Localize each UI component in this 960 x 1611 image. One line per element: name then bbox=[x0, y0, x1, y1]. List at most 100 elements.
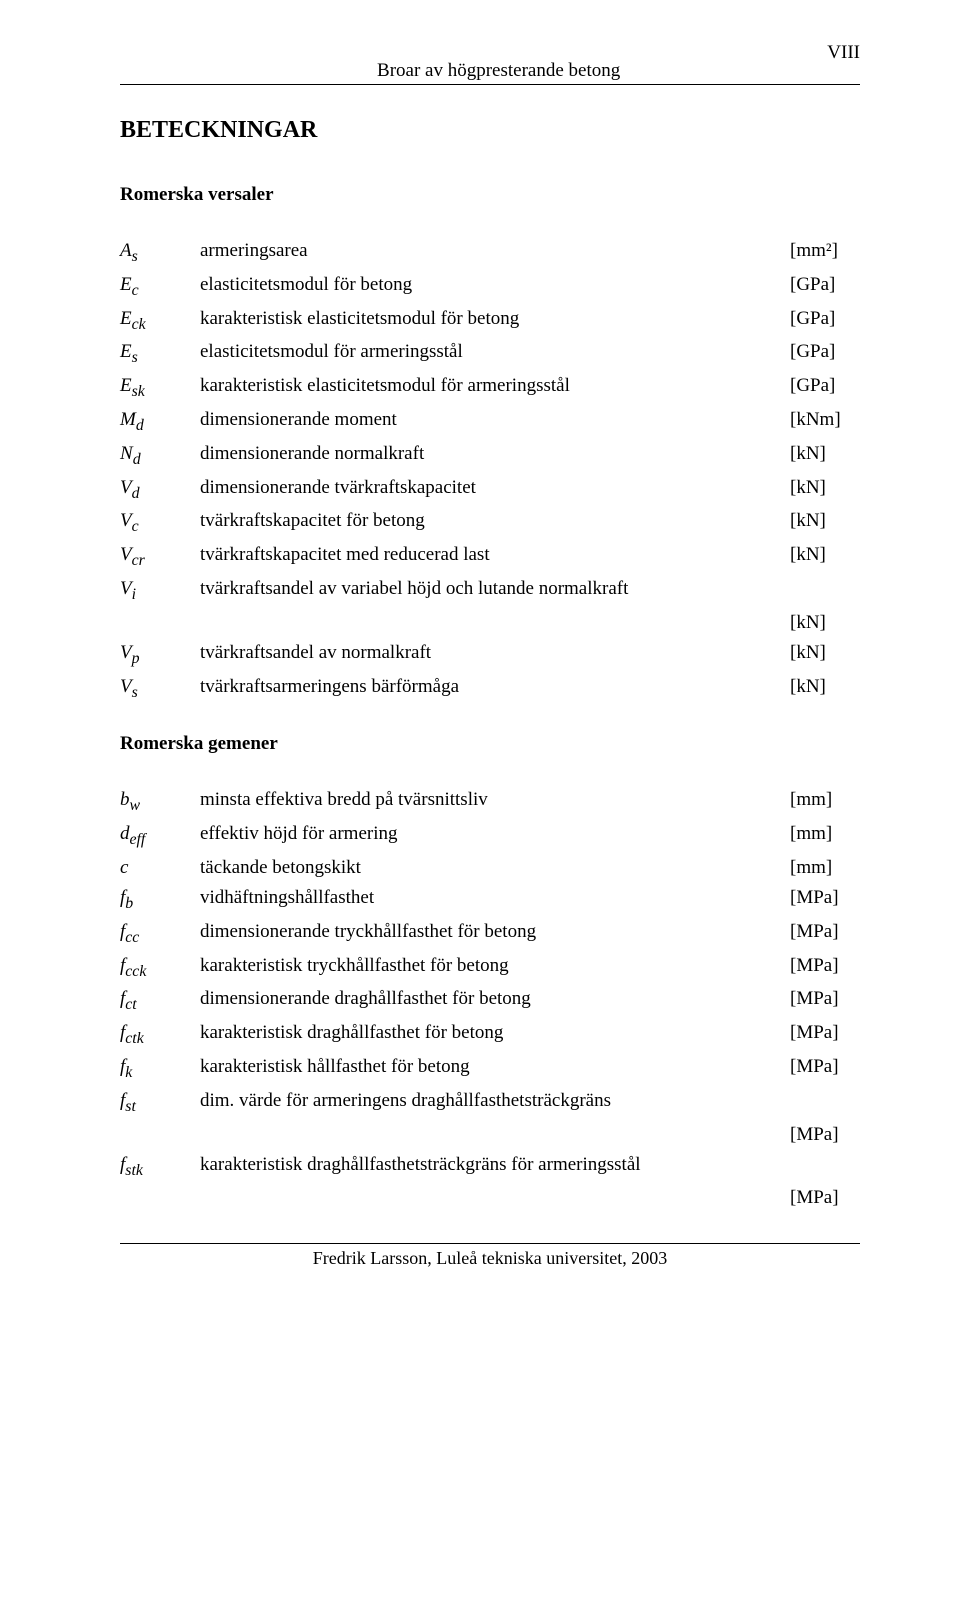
table-row: fctdimensionerande draghållfasthet för b… bbox=[120, 984, 860, 1018]
description-cell bbox=[200, 1183, 790, 1213]
table-row: Eskkarakteristisk elasticitetsmodul för … bbox=[120, 371, 860, 405]
description-cell: tvärkraftsandel av normalkraft bbox=[200, 638, 790, 672]
footer-text: Fredrik Larsson, Luleå tekniska universi… bbox=[120, 1243, 860, 1269]
table-row: Vstvärkraftsarmeringens bärförmåga[kN] bbox=[120, 672, 860, 706]
symbol-cell: fb bbox=[120, 883, 200, 917]
description-cell: tvärkraftsandel av variabel höjd och lut… bbox=[200, 574, 790, 608]
unit-cell: [kN] bbox=[790, 608, 860, 638]
unit-cell: [kN] bbox=[790, 473, 860, 507]
symbol-cell: bw bbox=[120, 785, 200, 819]
symbol-cell: fct bbox=[120, 984, 200, 1018]
description-cell: karakteristisk tryckhållfasthet för beto… bbox=[200, 951, 790, 985]
description-cell: dimensionerande draghållfasthet för beto… bbox=[200, 984, 790, 1018]
page-number: VIII bbox=[827, 42, 860, 64]
description-cell: elasticitetsmodul för armeringsstål bbox=[200, 337, 790, 371]
main-heading: BETECKNINGAR bbox=[120, 117, 860, 144]
symbol-cell: fstk bbox=[120, 1150, 200, 1184]
symbol-cell: fst bbox=[120, 1086, 200, 1120]
table-row: Eckkarakteristisk elasticitetsmodul för … bbox=[120, 304, 860, 338]
description-cell: tvärkraftskapacitet för betong bbox=[200, 506, 790, 540]
table-row: bwminsta effektiva bredd på tvärsnittsli… bbox=[120, 785, 860, 819]
symbol-cell: Esk bbox=[120, 371, 200, 405]
symbol-cell bbox=[120, 1120, 200, 1150]
description-cell: dimensionerande normalkraft bbox=[200, 439, 790, 473]
unit-cell bbox=[790, 1086, 860, 1120]
table-row: [kN] bbox=[120, 608, 860, 638]
description-cell: karakteristisk draghållfasthetsträckgrän… bbox=[200, 1150, 790, 1184]
unit-cell: [kN] bbox=[790, 439, 860, 473]
unit-cell: [GPa] bbox=[790, 270, 860, 304]
unit-cell bbox=[790, 574, 860, 608]
table-row: Nddimensionerande normalkraft[kN] bbox=[120, 439, 860, 473]
description-cell: minsta effektiva bredd på tvärsnittsliv bbox=[200, 785, 790, 819]
table-row: [MPa] bbox=[120, 1183, 860, 1213]
symbol-cell: As bbox=[120, 236, 200, 270]
symbol-cell: Es bbox=[120, 337, 200, 371]
unit-cell: [MPa] bbox=[790, 1018, 860, 1052]
unit-cell: [kN] bbox=[790, 672, 860, 706]
description-cell bbox=[200, 608, 790, 638]
page: Broar av högpresterande betong VIII BETE… bbox=[0, 0, 960, 1309]
symbol-cell: Vs bbox=[120, 672, 200, 706]
unit-cell: [mm] bbox=[790, 785, 860, 819]
table-row: [MPa] bbox=[120, 1120, 860, 1150]
table-row: fccdimensionerande tryckhållfasthet för … bbox=[120, 917, 860, 951]
unit-cell: [MPa] bbox=[790, 951, 860, 985]
symbol-cell bbox=[120, 1183, 200, 1213]
description-cell: dimensionerande moment bbox=[200, 405, 790, 439]
table-row: ctäckande betongskikt[mm] bbox=[120, 853, 860, 883]
unit-cell: [MPa] bbox=[790, 917, 860, 951]
section2-heading: Romerska gemener bbox=[120, 733, 860, 755]
symbol-cell: Md bbox=[120, 405, 200, 439]
symbol-cell: Vd bbox=[120, 473, 200, 507]
symbol-cell: fk bbox=[120, 1052, 200, 1086]
unit-cell: [kN] bbox=[790, 506, 860, 540]
symbol-cell: Eck bbox=[120, 304, 200, 338]
symbol-cell: Vp bbox=[120, 638, 200, 672]
symbol-cell: deff bbox=[120, 819, 200, 853]
section1-heading: Romerska versaler bbox=[120, 184, 860, 206]
description-cell: tvärkraftsarmeringens bärförmåga bbox=[200, 672, 790, 706]
table-row: Vcrtvärkraftskapacitet med reducerad las… bbox=[120, 540, 860, 574]
table-row: fstkkarakteristisk draghållfasthetsträck… bbox=[120, 1150, 860, 1184]
unit-cell: [MPa] bbox=[790, 1052, 860, 1086]
unit-cell: [kNm] bbox=[790, 405, 860, 439]
unit-cell: [GPa] bbox=[790, 304, 860, 338]
table-row: Vctvärkraftskapacitet för betong[kN] bbox=[120, 506, 860, 540]
symbol-cell: Vc bbox=[120, 506, 200, 540]
description-cell: karakteristisk elasticitetsmodul för arm… bbox=[200, 371, 790, 405]
unit-cell: [GPa] bbox=[790, 371, 860, 405]
description-cell: armeringsarea bbox=[200, 236, 790, 270]
table-row: Mddimensionerande moment[kNm] bbox=[120, 405, 860, 439]
symbol-cell: Vi bbox=[120, 574, 200, 608]
description-cell: dimensionerande tvärkraftskapacitet bbox=[200, 473, 790, 507]
table-row: deffeffektiv höjd för armering[mm] bbox=[120, 819, 860, 853]
description-cell: dimensionerande tryckhållfasthet för bet… bbox=[200, 917, 790, 951]
unit-cell: [MPa] bbox=[790, 984, 860, 1018]
unit-cell: [kN] bbox=[790, 638, 860, 672]
table-row: Ecelasticitetsmodul för betong[GPa] bbox=[120, 270, 860, 304]
unit-cell: [mm] bbox=[790, 853, 860, 883]
description-cell: tvärkraftskapacitet med reducerad last bbox=[200, 540, 790, 574]
table-row: fbvidhäftningshållfasthet[MPa] bbox=[120, 883, 860, 917]
symbol-cell: c bbox=[120, 853, 200, 883]
symbol-cell: Ec bbox=[120, 270, 200, 304]
symbol-cell: Vcr bbox=[120, 540, 200, 574]
description-cell: dim. värde för armeringens draghållfasth… bbox=[200, 1086, 790, 1120]
unit-cell: [MPa] bbox=[790, 1183, 860, 1213]
table-row: Eselasticitetsmodul för armeringsstål[GP… bbox=[120, 337, 860, 371]
table-row: Vddimensionerande tvärkraftskapacitet[kN… bbox=[120, 473, 860, 507]
description-cell: elasticitetsmodul för betong bbox=[200, 270, 790, 304]
unit-cell bbox=[790, 1150, 860, 1184]
page-header: Broar av högpresterande betong VIII bbox=[120, 60, 860, 85]
description-cell bbox=[200, 1120, 790, 1150]
table-row: fctkkarakteristisk draghållfasthet för b… bbox=[120, 1018, 860, 1052]
symbol-cell bbox=[120, 608, 200, 638]
symbol-cell: fcc bbox=[120, 917, 200, 951]
table-row: fcckkarakteristisk tryckhållfasthet för … bbox=[120, 951, 860, 985]
unit-cell: [GPa] bbox=[790, 337, 860, 371]
unit-cell: [kN] bbox=[790, 540, 860, 574]
symbol-cell: fctk bbox=[120, 1018, 200, 1052]
symbol-cell: Nd bbox=[120, 439, 200, 473]
table-row: Vptvärkraftsandel av normalkraft[kN] bbox=[120, 638, 860, 672]
